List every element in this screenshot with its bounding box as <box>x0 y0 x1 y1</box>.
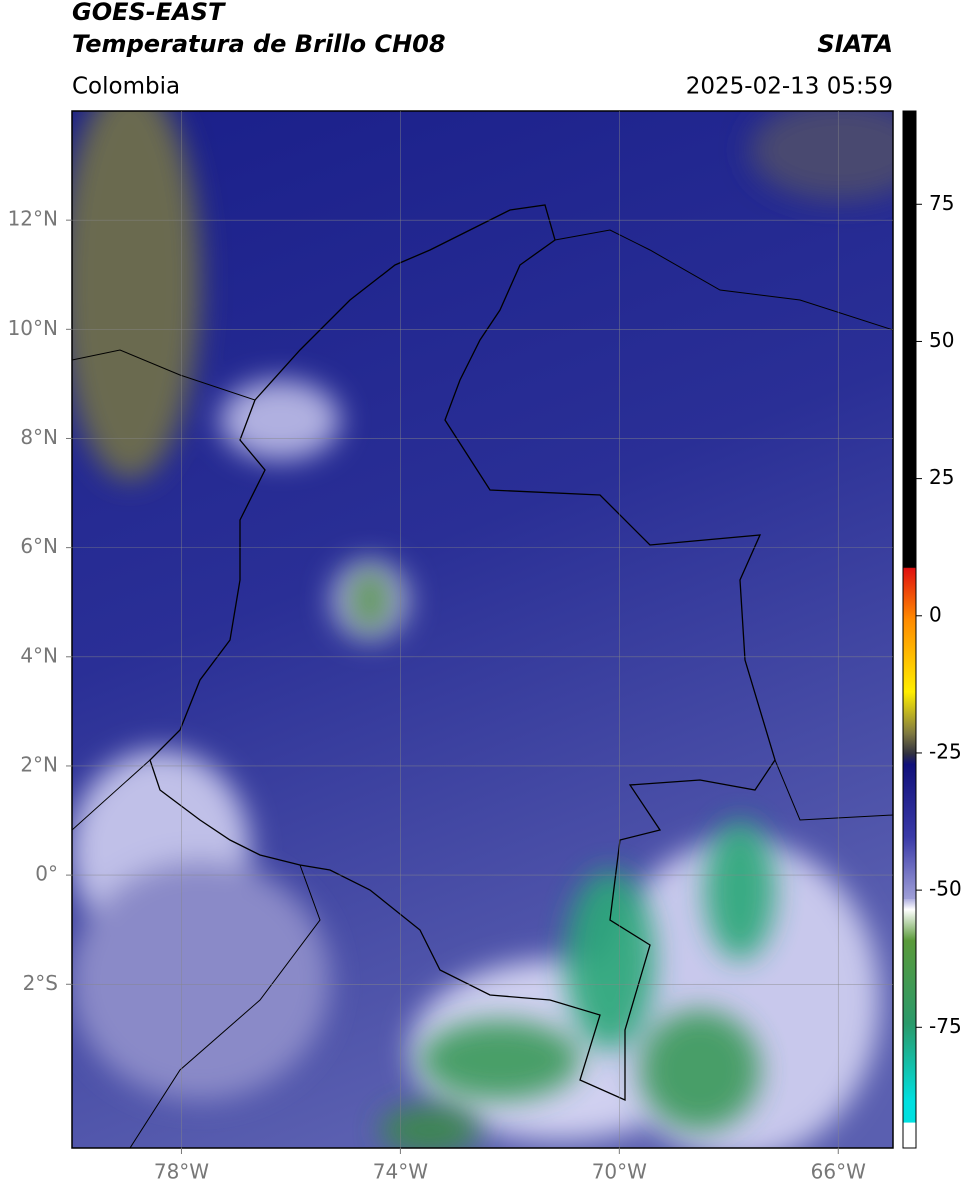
subtitle: Temperatura de Brillo CH08 <box>72 30 446 58</box>
x-tick-label: 78°W <box>154 1160 209 1184</box>
source: SIATA <box>817 30 893 58</box>
y-tick-label: 2°N <box>20 752 58 776</box>
title: GOES-EAST <box>72 0 226 26</box>
colorbar-tick-label: 50 <box>929 328 954 352</box>
colorbar-tick-label: 0 <box>929 602 942 626</box>
region: Colombia <box>72 74 180 100</box>
x-tick-label: 74°W <box>373 1160 428 1184</box>
colorbar-tick-label: -25 <box>929 739 962 763</box>
y-tick-label: 12°N <box>8 207 58 231</box>
y-tick-label: 10°N <box>8 316 58 340</box>
y-tick-label: 0° <box>35 862 58 886</box>
y-tick-label: 4°N <box>20 643 58 667</box>
colorbar-tick-label: -50 <box>929 877 962 901</box>
x-tick-label: 70°W <box>592 1160 647 1184</box>
y-tick-label: 2°S <box>23 971 58 995</box>
colorbar <box>902 110 917 1149</box>
x-tick-label: 66°W <box>811 1160 866 1184</box>
timestamp: 2025-02-13 05:59 <box>686 74 893 100</box>
colorbar-tick-label: 75 <box>929 191 954 215</box>
map-image <box>72 111 893 1148</box>
y-tick-label: 6°N <box>20 534 58 558</box>
colorbar-tick-label: -75 <box>929 1014 962 1038</box>
y-tick-label: 8°N <box>20 425 58 449</box>
colorbar-tick-label: 25 <box>929 465 954 489</box>
map-frame <box>71 110 894 1149</box>
